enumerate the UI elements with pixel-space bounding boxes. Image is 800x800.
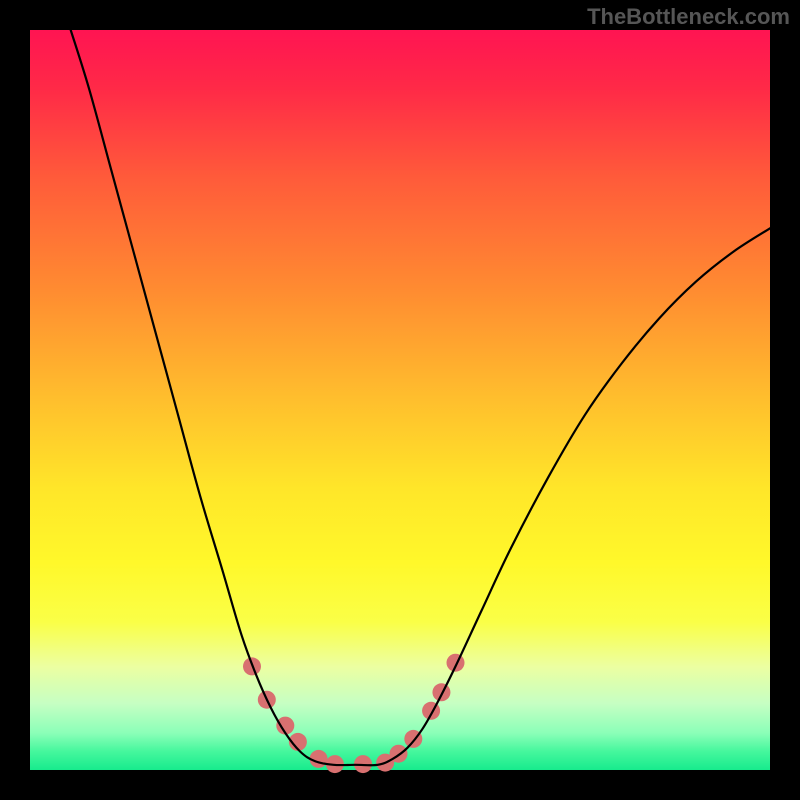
chart-frame: TheBottleneck.com bbox=[0, 0, 800, 800]
marker-dot bbox=[447, 654, 465, 672]
marker-dot bbox=[432, 683, 450, 701]
bottleneck-chart bbox=[0, 0, 800, 800]
chart-background-gradient bbox=[30, 30, 770, 770]
watermark-text: TheBottleneck.com bbox=[587, 4, 790, 30]
